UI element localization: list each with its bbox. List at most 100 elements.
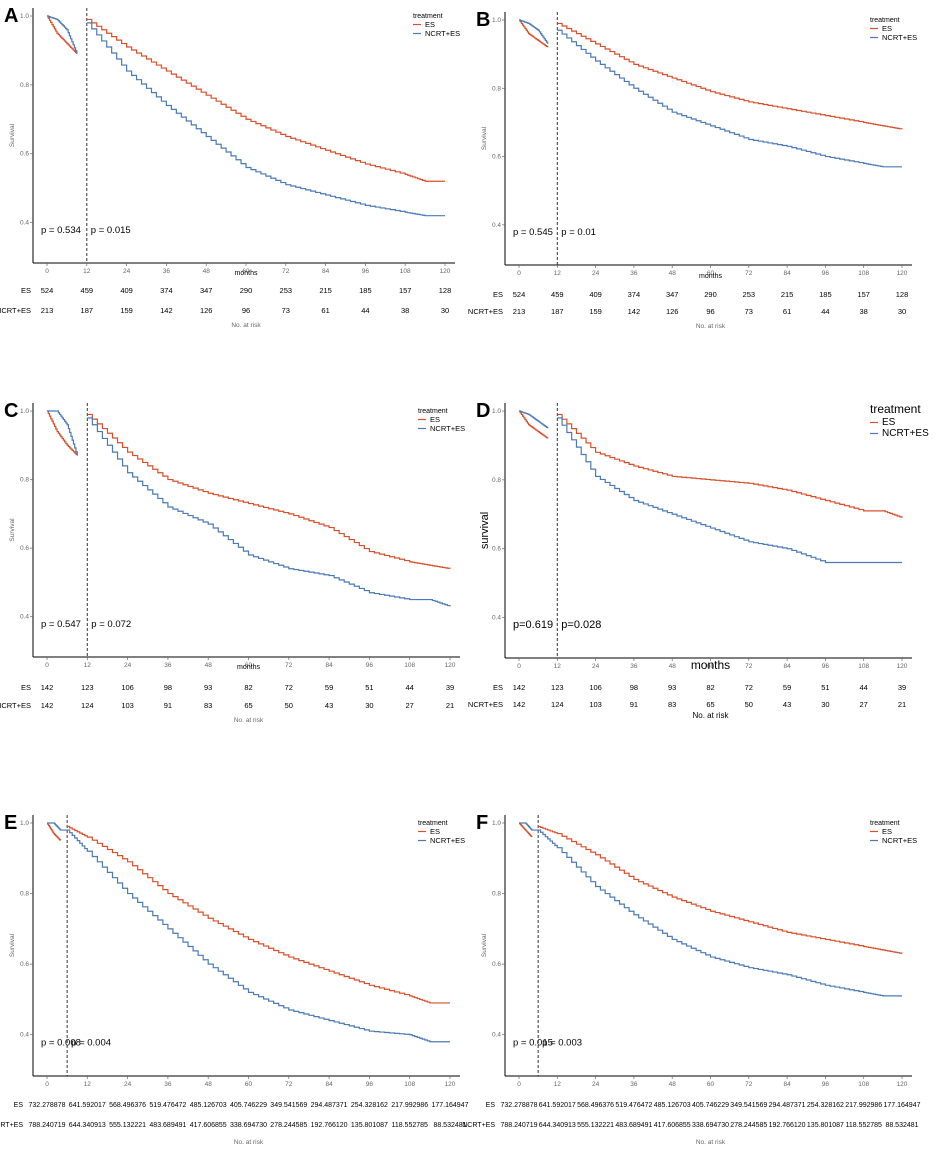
survival-curve-es-pre — [47, 15, 78, 54]
x-tick-label: 12 — [554, 663, 562, 670]
p-value-late: p = 0.004 — [71, 1037, 111, 1048]
risk-row-label: NCRT+ES — [0, 1122, 23, 1129]
y-tick-label: 0.8 — [492, 85, 501, 92]
y-tick-label: 0.8 — [492, 477, 501, 484]
risk-value: 405.746229 — [230, 1102, 267, 1109]
x-tick-label: 84 — [322, 268, 330, 275]
legend-entry: ES — [882, 827, 892, 836]
risk-value: 38 — [860, 307, 868, 316]
risk-value: 374 — [160, 286, 173, 295]
y-tick-label: 1.0 — [20, 13, 29, 20]
p-value-early: p = 0.008 — [41, 1037, 81, 1048]
survival-curve-ncrtes-post — [557, 417, 902, 564]
risk-value: 93 — [204, 683, 212, 692]
risk-value: 135.801087 — [351, 1122, 388, 1129]
y-tick-label: 0.4 — [492, 615, 501, 622]
risk-value: 103 — [589, 700, 602, 709]
panel-label: B — [476, 9, 490, 31]
y-axis-label: Survival — [481, 126, 488, 150]
x-tick-label: 96 — [822, 270, 830, 277]
legend-entry: ES — [430, 827, 440, 836]
risk-value: 409 — [589, 290, 602, 299]
risk-value: 555.132221 — [577, 1122, 614, 1129]
risk-value: 61 — [321, 306, 329, 315]
risk-value: 254.328162 — [351, 1102, 388, 1109]
y-axis-label: Survival — [9, 933, 16, 957]
risk-value: 217.992986 — [391, 1102, 428, 1109]
x-tick-label: 36 — [630, 663, 638, 670]
risk-value: 91 — [630, 700, 638, 709]
y-tick-label: 0.4 — [492, 222, 501, 229]
survival-curve-es-post — [86, 18, 445, 182]
risk-value: 135.801087 — [807, 1122, 844, 1129]
x-tick-label: 48 — [205, 662, 213, 669]
x-tick-label: 24 — [592, 663, 600, 670]
risk-value: 519.476472 — [615, 1102, 652, 1109]
x-tick-label: 108 — [858, 663, 869, 670]
x-axis-label: months — [699, 273, 722, 280]
risk-value: 644.340913 — [69, 1122, 106, 1129]
risk-value: 349.541569 — [730, 1102, 767, 1109]
x-tick-label: 84 — [783, 663, 791, 670]
survival-curve-es-post — [557, 22, 903, 130]
y-tick-label: 0.8 — [20, 82, 29, 89]
km-plot-a: A 0.4 0.6 0.8 1.0 Survival 0 12 24 36 48 60 72 84 96 10… — [0, 5, 460, 329]
x-tick-label: 36 — [164, 1081, 172, 1088]
risk-value: 253 — [743, 290, 756, 299]
x-tick-label: 120 — [445, 662, 456, 669]
y-axis-label: survival — [479, 512, 491, 549]
risk-value: 555.132221 — [109, 1122, 146, 1129]
y-tick-label: 0.8 — [20, 891, 29, 898]
y-tick-label: 0.6 — [492, 546, 501, 553]
risk-value: 124 — [81, 701, 94, 710]
risk-value: 59 — [783, 683, 791, 692]
x-tick-label: 96 — [822, 663, 830, 670]
risk-value: 519.476472 — [149, 1102, 186, 1109]
risk-value: 118.552785 — [845, 1122, 882, 1129]
risk-value: 50 — [745, 700, 753, 709]
risk-value: 43 — [783, 700, 791, 709]
y-tick-label: 1.0 — [492, 820, 501, 827]
risk-value: 159 — [120, 306, 133, 315]
risk-value: 21 — [898, 700, 906, 709]
y-tick-label: 0.4 — [492, 1032, 501, 1039]
risk-value: 192.766120 — [311, 1122, 348, 1129]
risk-value: 88.532481 — [433, 1122, 466, 1129]
risk-row-label: NCRT+ES — [462, 1122, 495, 1129]
x-tick-label: 60 — [245, 662, 253, 669]
risk-value: 96 — [706, 307, 714, 316]
y-tick-label: 0.6 — [20, 545, 29, 552]
risk-value: 44 — [860, 683, 868, 692]
risk-value: 73 — [745, 307, 753, 316]
survival-curve-ncrtes-post — [557, 29, 902, 168]
risk-table-title: No. at risk — [234, 1139, 264, 1146]
risk-value: 290 — [704, 290, 717, 299]
risk-value: 142 — [41, 701, 54, 710]
x-tick-label: 60 — [707, 1081, 715, 1088]
risk-value: 96 — [242, 306, 250, 315]
legend-title: treatment — [418, 408, 448, 415]
risk-value: 215 — [781, 290, 794, 299]
risk-value: 732.278878 — [29, 1102, 66, 1109]
y-tick-label: 0.4 — [20, 1032, 29, 1039]
p-value-early: p = 0.534 — [41, 225, 81, 236]
legend-entry: NCRT+ES — [882, 33, 917, 42]
p-value-early: p=0.619 — [513, 619, 553, 631]
panel-e: E 0.4 0.6 0.8 1.0 Survival 0 12 24 36 48 60 72 84 96 10… — [0, 770, 472, 1155]
x-tick-label: 60 — [242, 268, 250, 275]
risk-value: 349.541569 — [270, 1102, 307, 1109]
p-value-early: p = 0.547 — [41, 619, 81, 630]
risk-value: 417.606855 — [654, 1122, 691, 1129]
legend-entry: NCRT+ES — [882, 428, 929, 439]
x-tick-label: 84 — [783, 1081, 791, 1088]
survival-curve-ncrtes-post — [86, 22, 445, 217]
risk-value: 483.689491 — [615, 1122, 652, 1129]
risk-value: 21 — [446, 701, 454, 710]
risk-value: 93 — [668, 683, 676, 692]
panel-label: E — [4, 812, 17, 834]
panel-c: C 0.4 0.6 0.8 1.0 Survival 0 12 24 36 48 60 72 84 96 10… — [0, 385, 472, 770]
x-tick-label: 12 — [554, 1081, 562, 1088]
risk-value: 185 — [819, 290, 832, 299]
risk-row-label: NCRT+ES — [0, 306, 31, 315]
survival-curve-es-pre — [47, 410, 78, 456]
